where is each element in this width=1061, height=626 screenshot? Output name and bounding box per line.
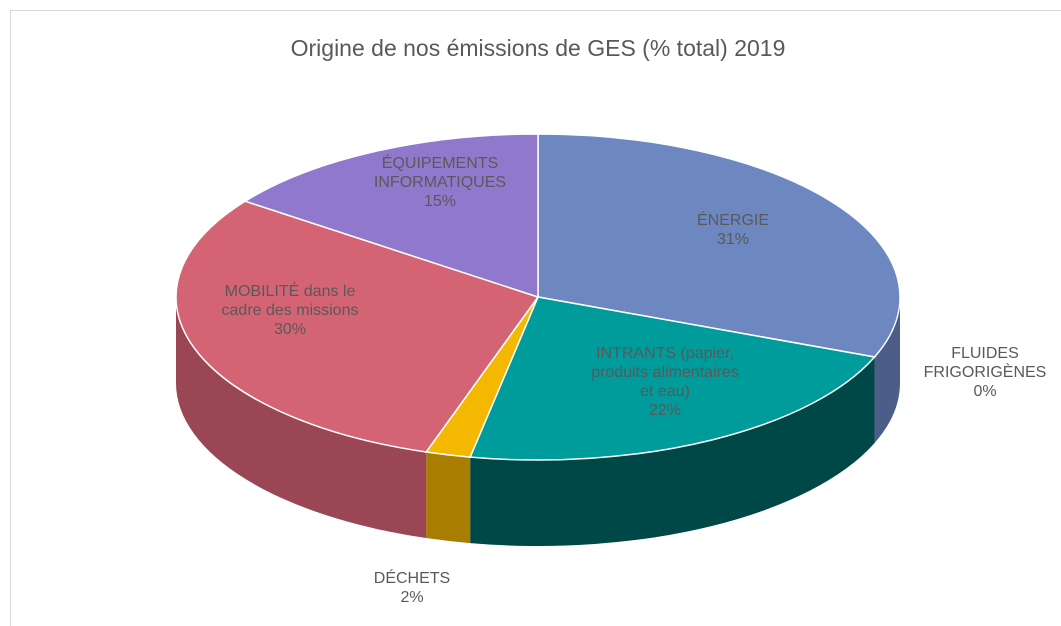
pie-slice <box>175 200 540 453</box>
chart-frame <box>10 10 1061 626</box>
pie-slice <box>537 133 901 358</box>
value-label: 15% <box>423 192 457 210</box>
category-label: MOBILITÉ dans le cadre des missions <box>221 282 359 319</box>
category-label: FLUIDES FRIGORIGÈNES <box>923 344 1047 381</box>
label-box: ÉNERGIE 31% <box>633 170 833 290</box>
data-label: DÉCHETS 2% <box>352 528 472 626</box>
label-box: INTRANTS (papier, produits alimentaires … <box>585 322 745 442</box>
pie-side <box>176 297 427 539</box>
pie-slice <box>243 133 539 299</box>
data-label: INTRANTS (papier, produits alimentaires … <box>585 322 745 442</box>
category-label: ÉNERGIE <box>696 212 769 229</box>
label-box: MOBILITÉ dans le cadre des missions 30% <box>205 250 375 370</box>
category-label: INTRANTS (papier, produits alimentaires … <box>591 345 739 400</box>
label-box: FLUIDES FRIGORIGÈNES 0% <box>920 312 1050 432</box>
pie-side <box>426 452 471 544</box>
value-label: 22% <box>648 402 682 419</box>
value-label: 2% <box>400 589 424 606</box>
chart-title: Origine de nos émissions de GES (% total… <box>291 35 786 61</box>
pie-slice <box>469 296 877 461</box>
pie-side <box>470 357 875 546</box>
category-label: DÉCHETS <box>373 570 451 587</box>
value-label: 31% <box>716 231 750 248</box>
value-label: 30% <box>273 320 307 338</box>
data-label: ÉNERGIE 31% <box>633 170 833 290</box>
category-label: ÉQUIPEMENTS INFORMATIQUES <box>373 154 507 191</box>
label-box: DÉCHETS 2% <box>352 528 472 626</box>
label-box: ÉQUIPEMENTS INFORMATIQUES 15% <box>350 122 530 242</box>
pie-side <box>874 297 900 444</box>
value-label: 0% <box>973 382 997 400</box>
